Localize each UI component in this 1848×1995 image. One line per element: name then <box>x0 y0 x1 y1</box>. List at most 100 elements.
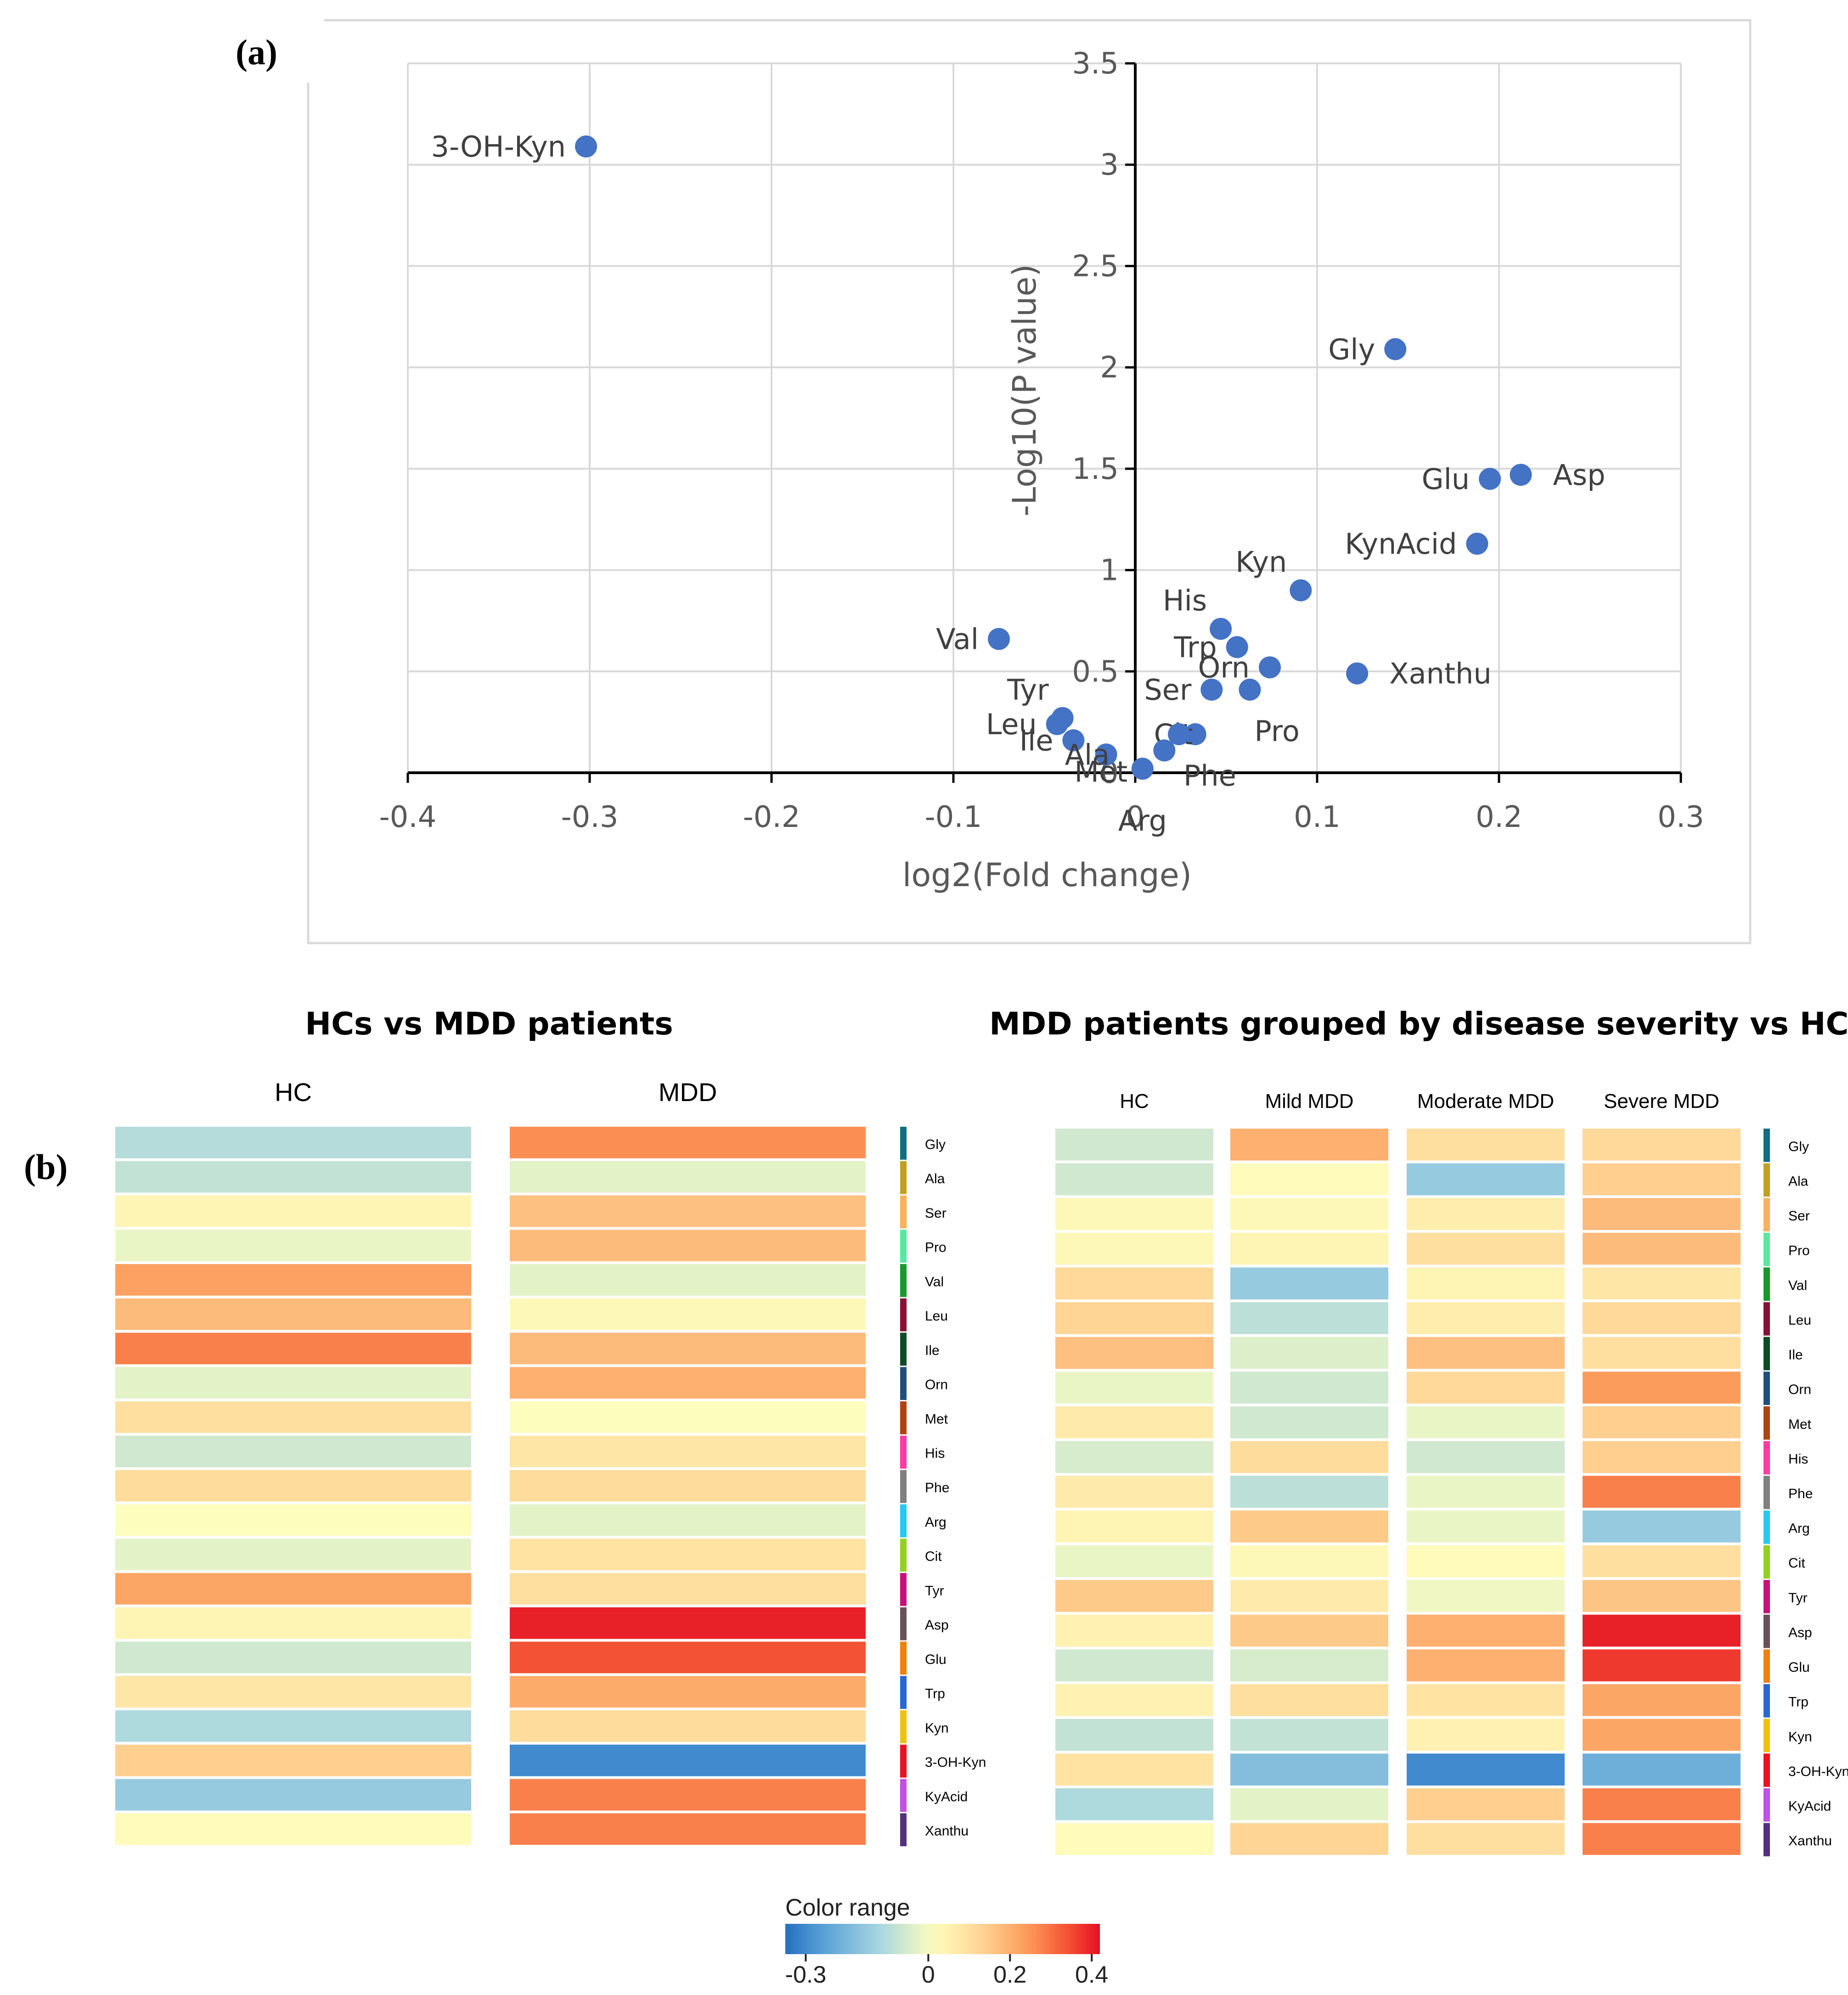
heatmap-row-label: Val <box>925 1274 944 1289</box>
heatmap-cell <box>1230 1510 1388 1543</box>
heatmap-row-label: Asp <box>1788 1625 1812 1640</box>
point-label: Leu <box>986 708 1037 741</box>
row-color-swatch <box>1763 1267 1770 1301</box>
heatmap-cell <box>1230 1302 1388 1334</box>
heatmap-cell <box>1407 1371 1565 1404</box>
data-point <box>1466 533 1488 555</box>
row-color-swatch <box>900 1332 907 1366</box>
row-color-swatch <box>900 1161 907 1194</box>
row-color-swatch <box>900 1470 907 1503</box>
heatmap-cell <box>510 1298 866 1330</box>
heatmap-cell <box>1407 1129 1565 1161</box>
heatmap-cell <box>510 1161 866 1193</box>
row-color-swatch <box>900 1641 907 1675</box>
heatmap-row-label: Orn <box>1788 1382 1811 1397</box>
heatmap-cell <box>1230 1198 1388 1230</box>
colorbar-tick-label: 0.4 <box>1075 1961 1108 1988</box>
heatmap-row-label: His <box>1788 1451 1808 1467</box>
heatmap-cell <box>1230 1476 1388 1508</box>
y-tick-label: 2 <box>1100 351 1119 385</box>
heatmap-column-header: MDD <box>659 1078 717 1107</box>
x-tick-label: -0.3 <box>561 800 619 834</box>
heatmap-cell <box>1407 1476 1565 1508</box>
heatmap-cell <box>1583 1163 1741 1196</box>
row-color-swatch <box>1763 1302 1770 1336</box>
heatmap-cell <box>1055 1649 1213 1681</box>
heatmap-cell <box>1055 1232 1213 1265</box>
heatmap-row-label: Ile <box>1788 1348 1803 1363</box>
heatmap-column-header: Mild MDD <box>1265 1090 1353 1113</box>
data-point <box>575 135 597 157</box>
data-point <box>988 628 1010 650</box>
row-color-swatch <box>900 1779 907 1812</box>
heatmap-cell <box>1583 1580 1741 1612</box>
heatmap-cell <box>510 1470 866 1502</box>
point-label: Orn <box>1198 651 1250 684</box>
heatmap-cell <box>510 1127 866 1158</box>
heatmap-cell <box>1055 1580 1213 1612</box>
row-color-swatch <box>900 1435 907 1469</box>
heatmap-cell <box>1583 1267 1741 1300</box>
heatmap-row-label: His <box>925 1446 945 1461</box>
heatmap-cell <box>1583 1476 1741 1508</box>
heatmap-cell <box>1407 1753 1565 1786</box>
heatmap-cell <box>510 1435 866 1467</box>
heatmap-cell <box>1230 1580 1388 1612</box>
heatmap-cell <box>510 1539 866 1570</box>
heatmap-cell <box>1407 1684 1565 1716</box>
data-point <box>1510 464 1532 486</box>
heatmap-cell <box>115 1607 471 1639</box>
heatmap-row-label: Trp <box>1788 1695 1809 1710</box>
heatmap-cell <box>1055 1614 1213 1647</box>
heatmap-cell <box>1230 1232 1388 1265</box>
data-point <box>1479 467 1501 490</box>
heatmap-row-label: Ala <box>925 1171 945 1186</box>
row-color-swatch <box>900 1401 907 1434</box>
y-tick-label: 1 <box>1100 554 1119 588</box>
heatmap-cell <box>1583 1545 1741 1578</box>
heatmap-row-label: Glu <box>1788 1660 1810 1675</box>
heatmap-cell <box>1230 1788 1388 1821</box>
heatmap-cell <box>510 1744 866 1776</box>
heatmap-cell <box>1230 1441 1388 1473</box>
heatmap-cell <box>1055 1337 1213 1369</box>
heatmap-cell <box>115 1127 471 1158</box>
x-tick-label: 0.2 <box>1476 800 1522 834</box>
heatmap-row-label: Cit <box>925 1549 942 1564</box>
heatmap-cell <box>1055 1684 1213 1716</box>
heatmap-cell <box>1583 1719 1741 1751</box>
point-label: Trp <box>1173 630 1217 664</box>
heatmap-row-label: 3-OH-Kyn <box>925 1755 986 1770</box>
row-color-swatch <box>1763 1510 1770 1544</box>
point-label: Ser <box>1144 673 1192 707</box>
data-point <box>1259 656 1281 679</box>
heatmap-cell <box>115 1401 471 1433</box>
heatmap-cell <box>1407 1719 1565 1751</box>
heatmap-row-label: Kyn <box>1788 1729 1812 1744</box>
heatmap-row-label: KyAcid <box>1788 1799 1831 1814</box>
heatmap-cell <box>115 1539 471 1570</box>
heatmap-cell <box>1055 1545 1213 1578</box>
heatmap-cell <box>1055 1788 1213 1821</box>
heatmap-cell <box>1583 1302 1741 1334</box>
data-point <box>1131 758 1154 780</box>
row-color-swatch <box>900 1607 907 1641</box>
heatmap-cell <box>1407 1614 1565 1647</box>
heatmap-cell <box>1230 1337 1388 1369</box>
panel-label-a: (a) <box>236 32 277 72</box>
heatmap-cell <box>1230 1129 1388 1161</box>
heatmap-cell <box>115 1710 471 1742</box>
row-color-swatch <box>900 1539 907 1572</box>
heatmap-cell <box>1230 1649 1388 1681</box>
data-point <box>1226 636 1248 658</box>
heatmap-cell <box>1055 1129 1213 1161</box>
colorbar-tick-label: 0.2 <box>993 1961 1026 1988</box>
heatmap-cell <box>115 1813 471 1845</box>
x-tick-label: -0.2 <box>743 800 800 834</box>
point-label: Kyn <box>1235 545 1287 579</box>
heatmap-cell <box>1230 1163 1388 1196</box>
heatmap-cell <box>115 1676 471 1708</box>
heatmap-cell <box>1230 1406 1388 1439</box>
x-tick-label: -0.1 <box>925 800 982 834</box>
